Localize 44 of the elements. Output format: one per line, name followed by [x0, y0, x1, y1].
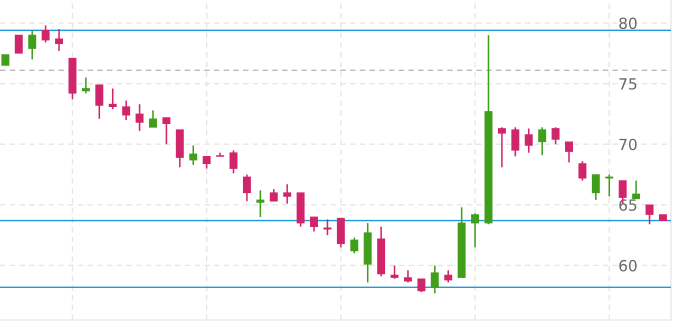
- candlestick: [270, 188, 278, 202]
- candlestick: [108, 88, 117, 110]
- candlestick: [202, 156, 211, 170]
- candlestick: [55, 28, 64, 52]
- candlestick: [524, 128, 533, 154]
- y-tick-label: 60: [619, 260, 637, 272]
- candlestick: [136, 103, 144, 132]
- candlestick: [404, 270, 412, 284]
- candlestick: [350, 236, 358, 254]
- candlestick: [230, 150, 238, 174]
- candlestick: [95, 84, 104, 120]
- candlestick: [14, 34, 23, 54]
- candlestick: [323, 218, 332, 236]
- candlestick: [256, 190, 264, 218]
- candlestick: [283, 183, 292, 204]
- candlestick: [605, 174, 614, 198]
- candlestick: [578, 160, 586, 182]
- y-tick-label: 75: [619, 78, 636, 90]
- y-tick-label: 80: [619, 17, 637, 30]
- candlestick: [444, 270, 452, 284]
- y-tick-label: 65: [619, 199, 636, 211]
- candlestick: [310, 216, 318, 232]
- candlestick: [646, 204, 654, 226]
- candlestick: [162, 116, 170, 146]
- candlestick: [552, 126, 560, 146]
- candlestick: [82, 76, 90, 94]
- candlestick: [122, 100, 130, 121]
- candlestick: [28, 30, 36, 60]
- candlestick: [632, 180, 640, 200]
- candlestick: [417, 278, 426, 293]
- candlestick: [189, 144, 198, 166]
- candlestick: [511, 126, 520, 158]
- candlestick: [538, 126, 546, 156]
- candlestick: [149, 110, 157, 128]
- candlestick: [1, 54, 10, 66]
- candlestick: [471, 212, 480, 248]
- candlestick: [390, 264, 399, 280]
- candlestick: [42, 24, 50, 44]
- y-tick-label: 70: [619, 138, 637, 150]
- candlestick: [498, 126, 506, 168]
- candlestick: [592, 174, 600, 201]
- candlestick: [565, 141, 573, 164]
- candlestick: [242, 174, 251, 202]
- candlestick: [430, 264, 439, 294]
